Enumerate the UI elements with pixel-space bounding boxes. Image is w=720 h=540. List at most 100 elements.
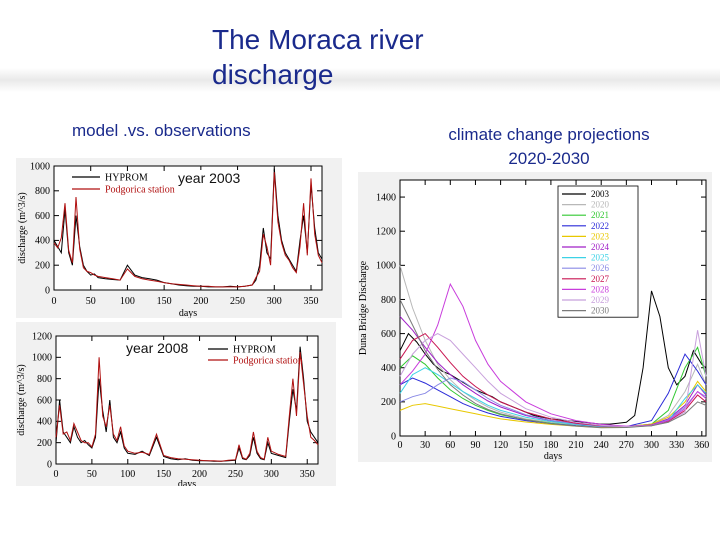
legend-label: Podgorica station (233, 355, 303, 366)
header-band (0, 68, 720, 92)
y-tick-label: 800 (381, 295, 396, 306)
y-axis-label: Duna Bridge Discharge (358, 260, 369, 355)
y-tick-label: 800 (35, 186, 50, 197)
x-tick-label: 240 (594, 440, 609, 451)
x-tick-label: 150 (157, 296, 172, 307)
chart-2003-year-label: year 2003 (174, 170, 245, 186)
plot-frame (55, 335, 319, 465)
y-tick-label: 1200 (32, 331, 52, 342)
x-tick-label: 100 (120, 469, 135, 480)
series-line-podgorica-station (55, 351, 319, 462)
x-axis-label: days (179, 308, 197, 318)
legend-label: Podgorica station (105, 184, 175, 195)
series-line-2028 (399, 282, 707, 427)
x-tick-label: 250 (230, 296, 245, 307)
y-tick-label: 1000 (30, 161, 50, 172)
x-tick-label: 30 (420, 440, 430, 451)
y-tick-label: 400 (35, 236, 50, 247)
y-tick-label: 400 (37, 417, 52, 428)
y-tick-label: 1000 (376, 261, 396, 272)
legend-label: 2029 (591, 295, 610, 305)
x-tick-label: 360 (694, 440, 709, 451)
y-axis-label: discharge (m^3/s) (16, 364, 27, 435)
legend-label: 2020 (591, 200, 610, 210)
x-tick-label: 210 (569, 440, 584, 451)
legend-box (557, 185, 639, 318)
x-tick-label: 330 (669, 440, 684, 451)
y-tick-label: 1400 (376, 192, 396, 203)
left-subtitle: model .vs. observations (72, 121, 251, 140)
series-line-2026 (399, 377, 707, 428)
y-tick-label: 600 (381, 329, 396, 340)
x-tick-label: 50 (87, 469, 97, 480)
y-tick-label: 0 (45, 285, 50, 296)
y-tick-label: 800 (37, 374, 52, 385)
projection-panel: 0 30 60 90 120 150 180 210 240 270 300 330 360 0 200 40… (358, 172, 712, 462)
legend-label: HYPROM (233, 344, 276, 355)
x-tick-label: 200 (192, 469, 207, 480)
legend-label: 2027 (591, 274, 610, 284)
x-tick-label: 150 (518, 440, 533, 451)
y-tick-label: 0 (47, 459, 52, 470)
legend-label: HYPROM (105, 172, 148, 183)
title-line-2: discharge (212, 59, 334, 90)
page-title: The Moraca river discharge (212, 22, 424, 92)
legend-label: 2026 (591, 263, 610, 273)
y-tick-label: 200 (381, 397, 396, 408)
y-tick-label: 400 (381, 363, 396, 374)
x-tick-label: 90 (470, 440, 480, 451)
legend-label: 2025 (591, 253, 610, 263)
x-tick-label: 100 (120, 296, 135, 307)
x-tick-label: 0 (52, 296, 57, 307)
projection-chart: 0 30 60 90 120 150 180 210 240 270 300 330 360 0 200 40… (358, 179, 709, 462)
series-line-2023 (399, 380, 707, 429)
right-subtitle: climate change projections 2020-2030 (418, 123, 680, 171)
x-tick-label: 270 (619, 440, 634, 451)
series-line-2024 (399, 316, 707, 428)
y-axis-label: discharge (m^3/s) (17, 192, 28, 263)
y-tick-label: 600 (37, 395, 52, 406)
legend-label: 2030 (591, 306, 610, 316)
chart-2008: 0 50 100 150 200 250 300 350 0 200 400 600 800 1000 12… (16, 331, 319, 486)
x-axis-label: days (178, 479, 196, 486)
legend-label: 2024 (591, 242, 610, 252)
x-tick-label: 180 (543, 440, 558, 451)
x-tick-label: 300 (264, 469, 279, 480)
x-tick-label: 250 (228, 469, 243, 480)
series-line-2030 (399, 299, 707, 429)
y-tick-label: 0 (391, 431, 396, 442)
x-tick-label: 60 (445, 440, 455, 451)
series-line-2022 (399, 353, 707, 428)
chart-2003: 0 50 100 150 200 250 300 350 0 200 400 600 800 1000 da… (17, 161, 323, 318)
legend-label: 2023 (591, 231, 610, 241)
x-tick-label: 300 (267, 296, 282, 307)
x-tick-label: 0 (54, 469, 59, 480)
series-line-2020 (399, 265, 707, 428)
y-tick-label: 200 (35, 261, 50, 272)
legend-label: 2022 (591, 221, 609, 231)
legend-label: 2028 (591, 284, 610, 294)
y-tick-label: 1000 (32, 353, 52, 364)
legend-label: 2003 (591, 189, 610, 199)
series-line-2027 (399, 332, 707, 428)
y-tick-label: 600 (35, 211, 50, 222)
y-tick-label: 200 (37, 438, 52, 449)
x-tick-label: 50 (86, 296, 96, 307)
x-tick-label: 300 (644, 440, 659, 451)
plot-frame (53, 165, 323, 291)
x-axis-label: days (544, 451, 562, 462)
legend-label: 2021 (591, 210, 609, 220)
series-line-podgorica-station (53, 172, 323, 288)
plot-frame (399, 179, 707, 437)
x-tick-label: 150 (156, 469, 171, 480)
right-subtitle-line-1: climate change projections (448, 125, 650, 144)
x-tick-label: 120 (493, 440, 508, 451)
x-tick-label: 200 (193, 296, 208, 307)
x-tick-label: 350 (303, 296, 318, 307)
x-tick-label: 0 (398, 440, 403, 451)
right-subtitle-line-2: 2020-2030 (508, 149, 590, 168)
x-tick-label: 350 (300, 469, 315, 480)
chart-2008-year-label: year 2008 (122, 340, 193, 356)
title-line-1: The Moraca river (212, 24, 424, 55)
y-tick-label: 1200 (376, 227, 396, 238)
